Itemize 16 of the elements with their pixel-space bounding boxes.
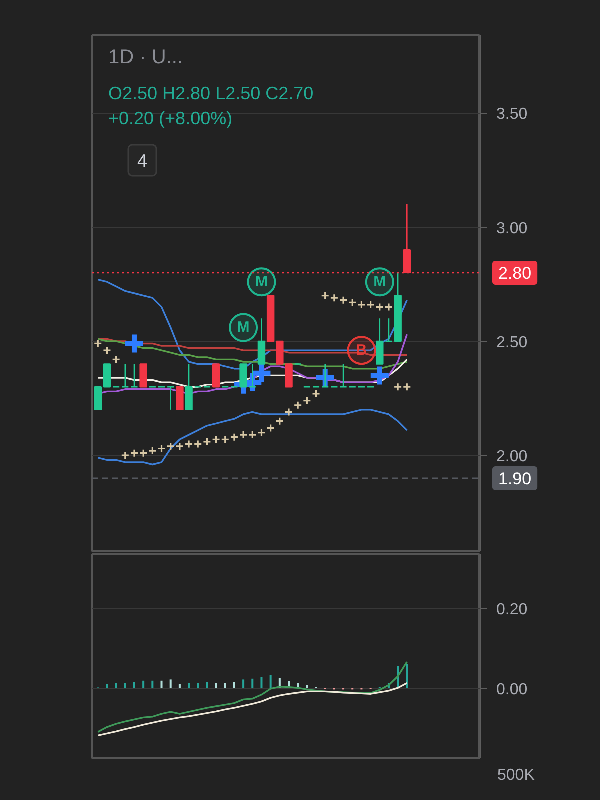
annotation: +0.20 (+8.00%) bbox=[108, 108, 233, 128]
series-label: M bbox=[237, 319, 250, 336]
y-tick-label: 0.20 bbox=[496, 602, 528, 618]
y-tick-label: 3.50 bbox=[496, 106, 528, 124]
text: M bbox=[374, 274, 386, 291]
text: 1D · U... bbox=[108, 46, 183, 68]
text: O2.50 H2.80 L2.50 C2.70 bbox=[108, 84, 314, 104]
y-tick-label: 3.00 bbox=[496, 220, 528, 238]
annotation: 4 bbox=[138, 151, 148, 171]
y-tick-label: 2.00 bbox=[496, 448, 528, 466]
y-tick-label: 2.50 bbox=[496, 334, 528, 352]
text: M bbox=[255, 274, 268, 291]
text: 500K bbox=[498, 767, 536, 784]
y-tick-label: 0.00 bbox=[496, 682, 528, 698]
ref-line-label: 2.80 bbox=[498, 264, 532, 283]
ref-line-label: 1.90 bbox=[498, 469, 532, 488]
